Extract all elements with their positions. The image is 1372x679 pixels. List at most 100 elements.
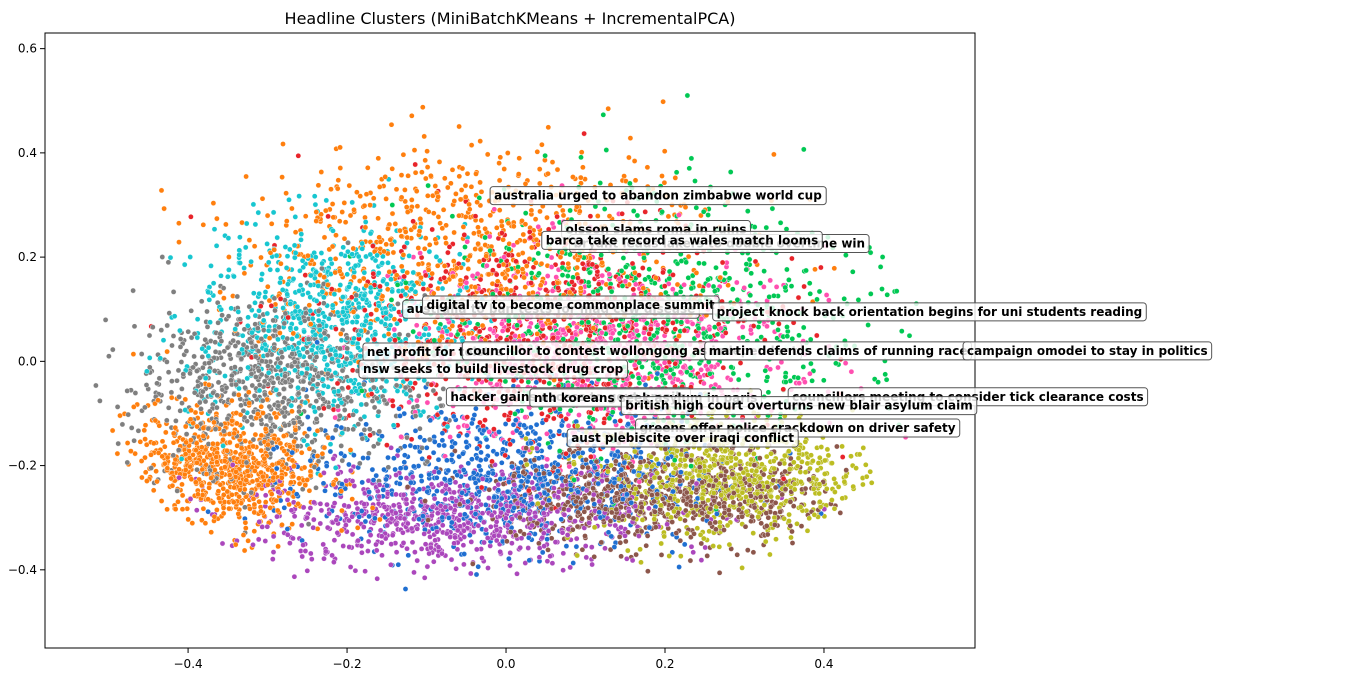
scatter-point	[290, 535, 296, 542]
scatter-point	[592, 515, 599, 522]
scatter-point	[758, 334, 765, 340]
scatter-point	[386, 337, 393, 343]
scatter-point	[357, 193, 364, 199]
scatter-point	[324, 501, 330, 508]
scatter-point	[331, 537, 338, 544]
scatter-point	[463, 439, 470, 445]
scatter-point	[204, 308, 210, 315]
scatter-point	[529, 244, 535, 251]
scatter-point	[401, 443, 408, 450]
scatter-point	[430, 558, 437, 565]
scatter-point	[402, 187, 408, 193]
scatter-point	[251, 509, 258, 516]
scatter-point	[376, 428, 383, 435]
scatter-point	[194, 466, 200, 473]
scatter-point	[473, 171, 479, 177]
scatter-point	[214, 215, 220, 222]
scatter-point	[493, 271, 500, 278]
scatter-point	[548, 535, 555, 542]
scatter-point	[410, 328, 417, 335]
scatter-point	[411, 569, 417, 576]
scatter-point	[748, 270, 755, 277]
scatter-point	[631, 362, 638, 369]
scatter-point	[473, 571, 480, 578]
scatter-point	[546, 380, 553, 387]
scatter-point	[320, 541, 327, 548]
scatter-point	[345, 239, 351, 246]
scatter-point	[270, 209, 277, 216]
scatter-point	[250, 201, 257, 208]
scatter-point	[631, 158, 638, 164]
scatter-point	[390, 249, 397, 256]
scatter-point	[413, 322, 420, 329]
scatter-point	[843, 252, 849, 258]
scatter-point	[577, 208, 583, 215]
scatter-point	[533, 379, 540, 386]
scatter-point	[150, 487, 157, 494]
scatter-point	[432, 319, 438, 325]
scatter-point	[734, 279, 740, 286]
scatter-point	[341, 502, 348, 509]
scatter-point	[318, 250, 325, 256]
scatter-point	[169, 378, 175, 384]
scatter-point	[406, 399, 412, 406]
scatter-point	[618, 268, 625, 274]
scatter-point	[430, 449, 437, 456]
scatter-point	[287, 301, 294, 307]
scatter-point	[419, 169, 425, 175]
scatter-point	[268, 491, 275, 497]
scatter-point	[549, 560, 556, 567]
scatter-point	[142, 469, 149, 476]
scatter-point	[245, 314, 251, 321]
scatter-point	[343, 477, 349, 484]
scatter-point	[234, 293, 241, 300]
scatter-point	[358, 543, 365, 549]
scatter-point	[275, 375, 281, 382]
scatter-point	[587, 213, 594, 219]
scatter-point	[307, 505, 314, 511]
scatter-point	[187, 254, 193, 260]
scatter-point	[264, 523, 271, 530]
scatter-point	[404, 545, 410, 552]
scatter-point	[688, 543, 695, 550]
scatter-point	[784, 266, 790, 273]
scatter-point	[237, 260, 243, 266]
scatter-point	[443, 268, 449, 275]
scatter-point	[359, 549, 365, 556]
scatter-point	[410, 218, 416, 225]
scatter-point	[274, 267, 281, 273]
scatter-point	[877, 264, 884, 270]
scatter-point	[789, 528, 795, 535]
scatter-point	[493, 224, 500, 231]
scatter-point	[486, 486, 493, 493]
scatter-point	[526, 557, 533, 564]
scatter-point	[114, 450, 121, 457]
scatter-point	[277, 440, 284, 447]
scatter-point	[183, 348, 190, 354]
scatter-point	[514, 571, 520, 577]
scatter-point	[317, 520, 324, 527]
scatter-point	[435, 214, 442, 220]
scatter-point	[338, 251, 345, 257]
scatter-point	[475, 240, 481, 247]
scatter-point	[863, 473, 870, 480]
scatter-point	[788, 283, 795, 289]
scatter-point	[696, 282, 703, 289]
scatter-point	[375, 500, 382, 507]
scatter-point	[404, 484, 411, 490]
scatter-point	[855, 297, 862, 303]
scatter-point	[486, 495, 492, 501]
scatter-point	[477, 246, 484, 253]
scatter-point	[362, 568, 368, 575]
scatter-point	[475, 224, 481, 231]
scatter-point	[388, 241, 395, 248]
scatter-point	[362, 219, 369, 225]
scatter-point	[255, 209, 262, 216]
scatter-point	[353, 500, 360, 506]
scatter-point	[466, 253, 473, 260]
scatter-point	[162, 429, 169, 436]
scatter-point	[262, 294, 268, 300]
scatter-point	[429, 226, 436, 233]
scatter-point	[478, 188, 485, 195]
scatter-point	[327, 441, 334, 448]
